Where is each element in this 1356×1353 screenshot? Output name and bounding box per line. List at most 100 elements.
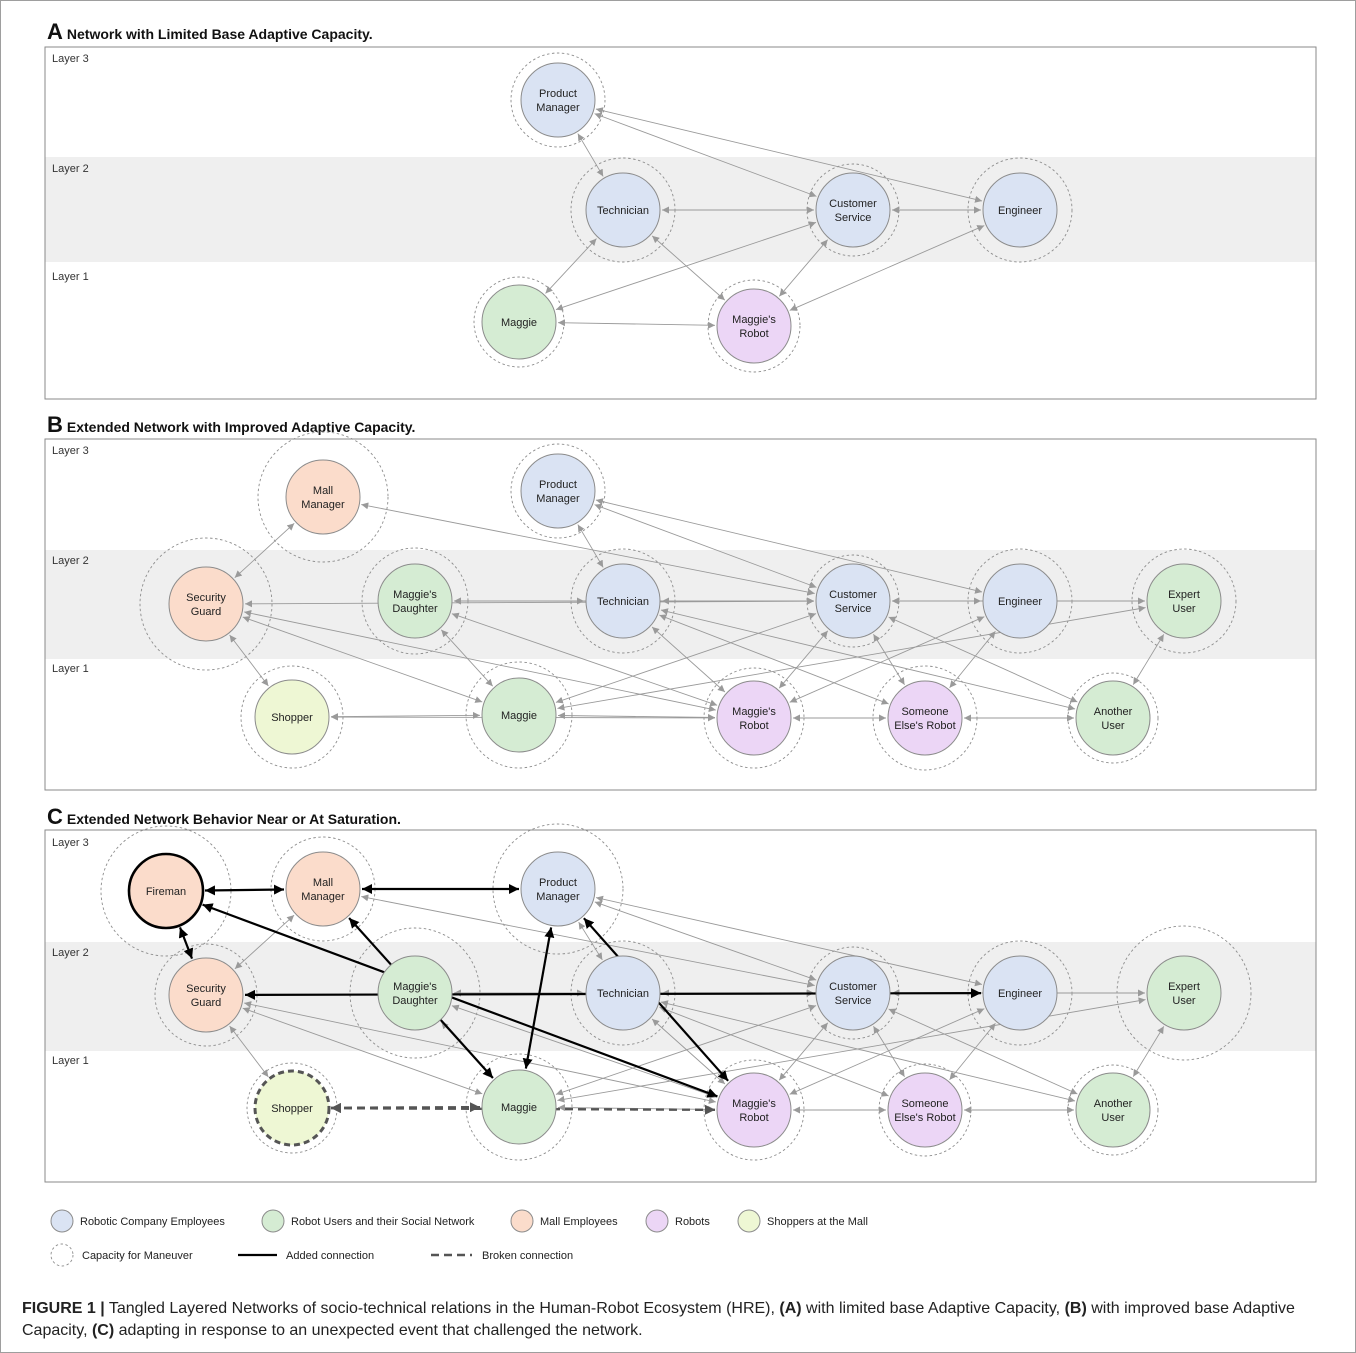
node-circle <box>716 288 792 364</box>
node-circle <box>716 1072 792 1148</box>
node-label: Product <box>539 88 577 100</box>
node-circle <box>815 172 891 248</box>
node-label: Guard <box>191 606 222 618</box>
node-label: Someone <box>901 1098 948 1110</box>
node-au: Another User <box>1075 1072 1151 1148</box>
connection-edge <box>789 225 985 311</box>
node-mrobot: Maggie's Robot <box>716 680 792 756</box>
node-eu: Expert User <box>1146 955 1222 1031</box>
node-circle <box>285 459 361 535</box>
legend-capacity-swatch <box>50 1243 74 1267</box>
panel-title-text: Extended Network Behavior Near or At Sat… <box>67 811 401 827</box>
node-label: Engineer <box>998 596 1042 608</box>
node-circle <box>481 284 557 360</box>
node-eng: Engineer <box>982 955 1058 1031</box>
node-label: Maggie <box>501 1102 537 1114</box>
node-circle <box>481 1069 557 1145</box>
panel-title: C Extended Network Behavior Near or At Sa… <box>47 804 401 829</box>
node-label: Technician <box>597 988 649 1000</box>
legend-label: Robotic Company Employees <box>80 1216 225 1228</box>
node-label: Customer <box>829 589 877 601</box>
node-md: Maggie's Daughter <box>377 563 453 639</box>
node-tech: Technician <box>585 172 661 248</box>
node-mm: Mall Manager <box>285 851 361 927</box>
node-label: Maggie's <box>393 981 437 993</box>
capacity-ring <box>510 52 606 148</box>
node-eu: Expert User <box>1146 563 1222 639</box>
connection-edge <box>1132 1026 1165 1077</box>
node-maggie: Maggie <box>481 677 557 753</box>
added-connection-edge <box>204 884 285 896</box>
node-cs: Customer Service <box>815 955 891 1031</box>
panel-title: B Extended Network with Improved Adaptive… <box>47 412 415 437</box>
node-label: Manager <box>536 493 580 505</box>
layer-label: Layer 1 <box>52 1055 89 1067</box>
capacity-ring <box>1131 548 1237 654</box>
panel-title-text: Extended Network with Improved Adaptive … <box>67 419 416 435</box>
connection-edge <box>234 522 295 579</box>
node-label: Manager <box>301 891 345 903</box>
node-circle <box>585 563 661 639</box>
connection-edge <box>555 221 817 311</box>
node-label: Robot <box>739 328 768 340</box>
node-label: Shopper <box>271 1103 313 1115</box>
node-label: Maggie's <box>393 589 437 601</box>
layer-label: Layer 3 <box>52 445 89 457</box>
node-md: Maggie's Daughter <box>377 955 453 1031</box>
node-label: Technician <box>597 205 649 217</box>
node-label: Mall <box>313 877 333 889</box>
layer-label: Layer 2 <box>52 947 89 959</box>
node-shopper: Shopper <box>254 679 330 755</box>
panel-b: B Extended Network with Improved Adaptive… <box>44 412 1317 791</box>
node-serobot: Someone Else's Robot <box>887 680 963 756</box>
node-eng: Engineer <box>982 563 1058 639</box>
node-circle <box>254 679 330 755</box>
node-label: Robot <box>739 720 768 732</box>
panel-title-text: Network with Limited Base Adaptive Capac… <box>67 26 373 42</box>
panel-letter: A <box>47 19 63 44</box>
node-cs: Customer Service <box>815 563 891 639</box>
legend-label: Shoppers at the Mall <box>767 1216 868 1228</box>
node-circle <box>982 955 1058 1031</box>
layer-label: Layer 2 <box>52 163 89 175</box>
node-label: Service <box>835 603 872 615</box>
legend-swatch-robot_users <box>261 1209 285 1233</box>
node-circle <box>481 677 557 753</box>
node-label: Maggie <box>501 317 537 329</box>
legend: Robotic Company Employees Robot Users and… <box>50 1209 868 1267</box>
node-circle <box>1075 680 1151 756</box>
node-label: Customer <box>829 981 877 993</box>
legend-broken-label: Broken connection <box>482 1250 573 1262</box>
node-label: Product <box>539 479 577 491</box>
node-pm: Product Manager <box>520 453 596 529</box>
node-circle <box>982 172 1058 248</box>
node-maggie: Maggie <box>481 284 557 360</box>
node-label: Manager <box>536 891 580 903</box>
node-tech: Technician <box>585 563 661 639</box>
node-circle <box>716 680 792 756</box>
node-label: Maggie's <box>732 1098 776 1110</box>
node-circle <box>168 566 244 642</box>
connection-edge <box>1132 634 1165 685</box>
node-circle <box>377 563 453 639</box>
node-label: Engineer <box>998 988 1042 1000</box>
node-label: Daughter <box>392 995 438 1007</box>
node-sg: Security Guard <box>168 957 244 1033</box>
node-circle <box>253 1069 331 1147</box>
node-sg: Security Guard <box>168 566 244 642</box>
node-label: Manager <box>536 102 580 114</box>
node-circle <box>520 453 596 529</box>
caption-text-3: with improved base Adaptive Capacity, <box>22 1300 1295 1339</box>
node-fireman: Fireman <box>127 852 205 930</box>
node-label: Technician <box>597 596 649 608</box>
node-label: User <box>1101 1112 1125 1124</box>
node-pm: Product Manager <box>520 62 596 138</box>
node-cs: Customer Service <box>815 172 891 248</box>
panel-box <box>44 829 1317 1183</box>
node-label: User <box>1101 720 1125 732</box>
capacity-ring <box>967 157 1073 263</box>
caption-figure-label: FIGURE 1 | <box>22 1300 105 1317</box>
legend-swatch-mall_employees <box>510 1209 534 1233</box>
node-mrobot: Maggie's Robot <box>716 1072 792 1148</box>
